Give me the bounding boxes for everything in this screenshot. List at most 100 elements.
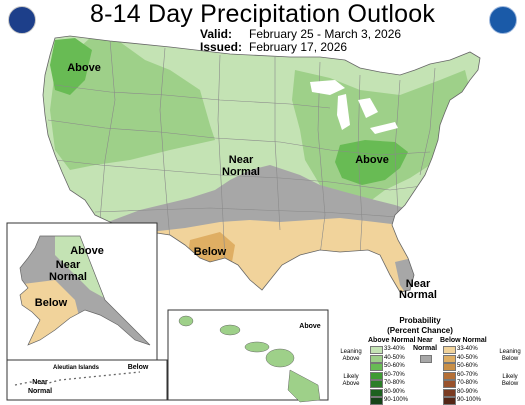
legend-above-item-3: 60-70%: [370, 371, 410, 380]
legend-near-line2: Normal: [412, 345, 438, 352]
legend-above-item-2: 50-60%: [370, 362, 410, 371]
near-normal-label-2: Normal: [222, 166, 260, 178]
lake-erie: [370, 122, 398, 134]
legend-below-text-2: 50-60%: [457, 363, 478, 369]
state-lines: [47, 39, 436, 261]
alaska-below-label: Below: [35, 297, 68, 309]
legend-above-item-1: 40-50%: [370, 354, 410, 363]
legend-above-text-3: 60-70%: [384, 371, 405, 378]
aleutian-title: Aleutian Islands: [53, 365, 100, 371]
legend-below-item-1: 40-50%: [443, 354, 483, 363]
legend-below-swatch-5: [443, 388, 456, 397]
legend-below-item-3: 60-70%: [443, 371, 483, 380]
florida-near-label-2: Normal: [399, 289, 437, 301]
legend-likely-above: Likely Above: [338, 374, 364, 388]
leaning-below-line1: Leaning: [499, 349, 521, 355]
aleutian-inset-frame: [6, 359, 168, 401]
legend-title-line1: Probability: [399, 316, 441, 325]
conus-outline: [42, 35, 481, 293]
legend-below-item-2: 50-60%: [443, 362, 483, 371]
legend-above-text-1: 40-50%: [384, 354, 405, 361]
big-island: [287, 369, 321, 403]
legend-below-text-3: 60-70%: [457, 371, 478, 378]
alaska-near-label-1: Near: [56, 259, 81, 271]
legend-below-swatch-4: [443, 380, 456, 388]
legend-below-text-5: 80-90%: [457, 388, 478, 395]
legend-above-swatch-5: [370, 388, 383, 397]
legend-above-item-6: 90-100%: [370, 396, 410, 405]
legend-below-text-6: 90-100%: [457, 397, 482, 403]
leaning-above-line1: Leaning: [340, 349, 362, 355]
legend-likely-below: Likely Below: [496, 374, 524, 388]
lake-michigan: [337, 94, 350, 130]
legend-above-swatch-6: [370, 397, 383, 405]
likely-above-line1: Likely: [343, 374, 359, 380]
legend-above-swatch-2: [370, 363, 383, 371]
page-title: 8-14 Day Precipitation Outlook: [89, 0, 436, 28]
aleutian-islands: [14, 371, 141, 386]
aleutian-below-label: Below: [128, 364, 149, 371]
likely-above-line2: Above: [342, 381, 360, 387]
legend-above-swatch-1: [370, 354, 383, 363]
legend-below-item-4: 70-80%: [443, 379, 483, 388]
legend-above-header: Above Normal: [368, 337, 416, 344]
aleutian-near-label-2: Normal: [28, 388, 52, 395]
ohio-above-50-60: [335, 140, 408, 185]
department-of-commerce-seal-icon: [8, 6, 36, 34]
florida-near-label-1: Near: [406, 278, 431, 290]
legend-leaning-below: Leaning Below: [496, 349, 524, 363]
valid-dates: February 25 - March 3, 2026: [249, 27, 402, 41]
legend-below-text-1: 40-50%: [457, 354, 478, 361]
lake-superior: [310, 80, 345, 95]
alaska-outline: [19, 235, 151, 346]
alaska-above-label: Above: [70, 245, 104, 257]
legend-below-item-5: 80-90%: [443, 388, 483, 397]
west-above-40-50: [50, 38, 215, 170]
legend-above-swatch-0: [370, 346, 383, 354]
alaska-near-label-2: Normal: [49, 271, 87, 283]
likely-below-line2: Below: [501, 381, 519, 387]
legend-above-swatch-4: [370, 380, 383, 388]
oahu: [219, 324, 241, 336]
noaa-logo-icon: [489, 6, 517, 34]
legend-below-text-0: 33-40%: [457, 346, 478, 352]
legend-below-item-0: 33-40%: [443, 345, 483, 354]
ohio-above-label: Above: [355, 154, 389, 166]
legend-near-line1: Near: [417, 337, 433, 344]
legend-near-normal-swatch: [420, 355, 432, 363]
leaning-below-line2: Below: [501, 356, 519, 362]
maui: [265, 348, 295, 368]
legend-below-header: Below Normal: [440, 337, 487, 344]
legend-above-item-0: 33-40%: [370, 345, 410, 354]
legend-leaning-above: Leaning Above: [338, 349, 364, 363]
legend-below-swatch-1: [443, 354, 456, 363]
southern-below-33-40: [110, 218, 414, 292]
legend-above-text-0: 33-40%: [384, 346, 405, 352]
likely-below-line1: Likely: [502, 374, 518, 380]
legend-title-line2: (Percent Chance): [387, 326, 453, 335]
texas-below-label: Below: [194, 246, 227, 258]
legend-below-swatch-0: [443, 346, 456, 354]
aleutian-near-label-1: Near: [32, 379, 48, 386]
legend-below-swatch-6: [443, 397, 456, 405]
legend-below-swatch-3: [443, 371, 456, 380]
hawaii-islands: [178, 315, 321, 403]
lake-huron: [358, 98, 378, 118]
east-above-40-50: [292, 70, 470, 205]
legend-above-text-4: 70-80%: [384, 380, 405, 386]
dates-block: Valid: February 25 - March 3, 2026 Issued…: [200, 28, 401, 54]
molokai: [244, 341, 270, 353]
near-normal-label-1: Near: [229, 154, 254, 166]
legend-below-text-4: 70-80%: [457, 380, 478, 386]
legend-below-swatch-2: [443, 363, 456, 371]
legend-above-item-4: 70-80%: [370, 379, 410, 388]
issued-date: February 17, 2026: [249, 40, 348, 54]
leaning-above-line2: Above: [342, 356, 360, 362]
valid-label: Valid:: [200, 27, 233, 41]
legend-above-swatch-3: [370, 371, 383, 380]
legend-above-item-5: 80-90%: [370, 388, 410, 397]
legend-near-normal-label: Near Normal: [410, 337, 440, 353]
pnw-above-label: Above: [67, 62, 101, 74]
kauai: [178, 315, 194, 327]
